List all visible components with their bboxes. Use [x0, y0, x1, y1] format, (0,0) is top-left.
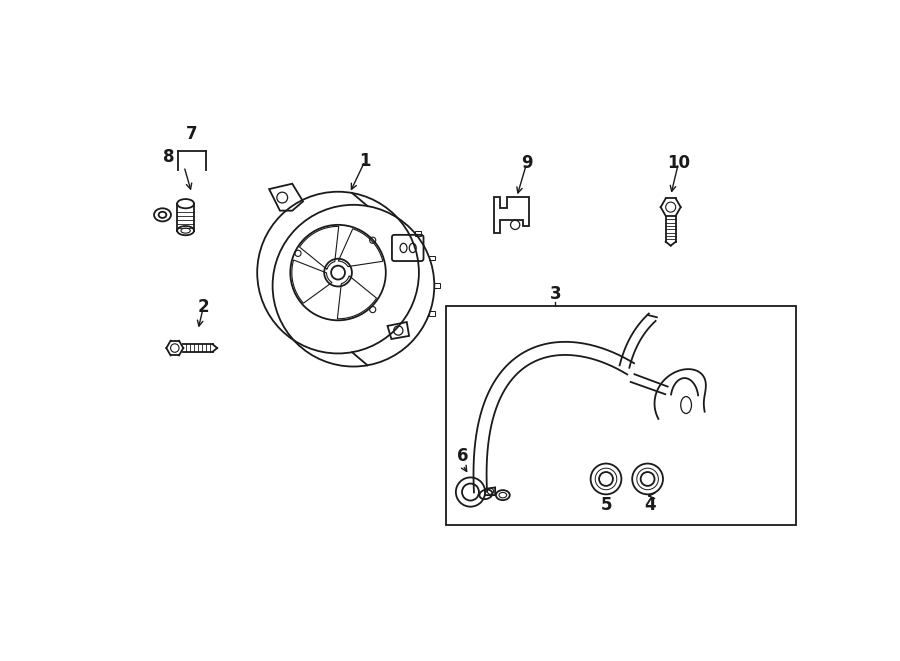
Text: 1: 1 [359, 152, 371, 170]
Text: 6: 6 [457, 447, 469, 465]
Bar [446, 305, 796, 525]
Text: 8: 8 [163, 148, 175, 166]
Text: 9: 9 [521, 154, 533, 173]
Text: 2: 2 [197, 298, 209, 316]
Text: 5: 5 [600, 496, 612, 514]
Text: 4: 4 [644, 496, 656, 514]
Text: 10: 10 [667, 154, 690, 173]
Text: 7: 7 [186, 125, 198, 143]
Text: 3: 3 [549, 285, 561, 303]
